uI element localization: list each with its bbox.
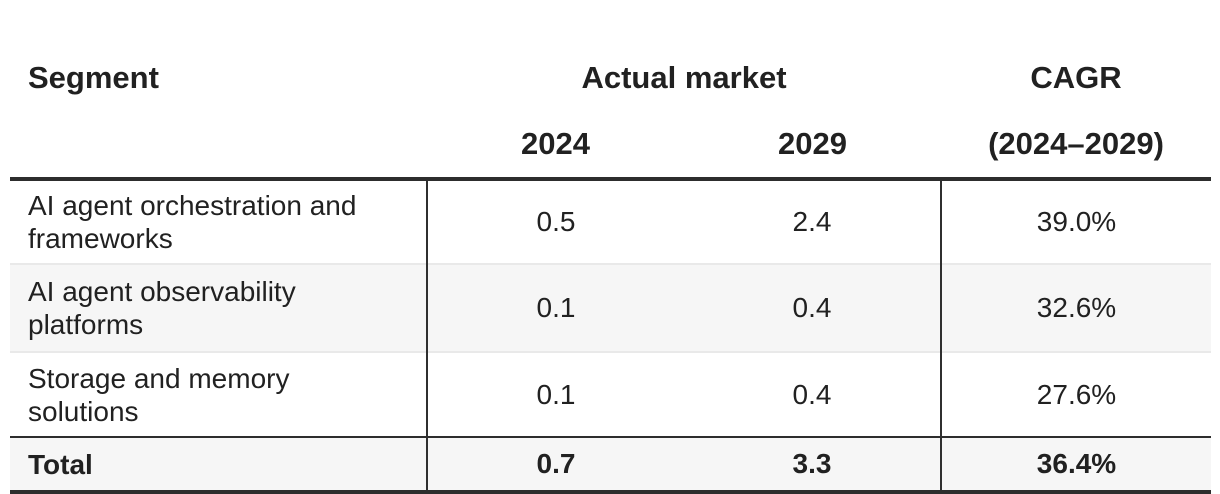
table-row: Storage and memory solutions 0.1 0.4 27.… (10, 351, 1211, 437)
value-2029-cell: 0.4 (684, 263, 941, 352)
segment-label-line2: frameworks (28, 223, 173, 254)
value-2024-cell: 0.5 (426, 179, 684, 264)
total-2029-cell: 3.3 (684, 436, 941, 493)
segment-label-line2: solutions (28, 395, 139, 427)
segment-label-line1: Storage and memory (28, 362, 290, 394)
table-row: AI agent observability platforms 0.1 0.4… (10, 263, 1211, 352)
segment-cell: AI agent observability platforms (10, 263, 427, 352)
value-2024-cell: 0.1 (426, 263, 684, 352)
table-row: AI agent orchestration and frameworks 0.… (10, 179, 1211, 264)
column-header-cagr-range: (2024–2029) (988, 125, 1164, 161)
segment-label-line1: AI agent orchestration and (28, 190, 357, 221)
table-header: Segment Actual market CAGR 2024 2029 (20… (10, 0, 1211, 179)
segment-label-line2: platforms (28, 309, 144, 340)
segment-cell: Storage and memory solutions (10, 351, 427, 437)
total-label-cell: Total (10, 436, 427, 493)
column-header-2024: 2024 (521, 125, 590, 161)
total-2024-cell: 0.7 (426, 436, 684, 493)
cagr-cell: 27.6% (940, 351, 1211, 437)
segment-label-line1: AI agent observability (28, 276, 296, 307)
cagr-cell: 32.6% (940, 263, 1211, 352)
header-year-row: 2024 2029 (2024–2029) (10, 110, 1211, 179)
header-group-row: Segment Actual market CAGR (10, 0, 1211, 110)
column-header-2029: 2029 (778, 125, 847, 161)
cagr-cell: 39.0% (940, 179, 1211, 264)
market-segments-table: Segment Actual market CAGR 2024 2029 (20… (10, 0, 1211, 494)
value-2024-cell: 0.1 (426, 351, 684, 437)
column-header-segment: Segment (28, 60, 159, 95)
column-header-actual-market: Actual market (581, 60, 787, 95)
value-2029-cell: 0.4 (684, 351, 941, 437)
column-header-cagr: CAGR (1030, 60, 1122, 95)
value-2029-cell: 2.4 (684, 179, 941, 264)
column-header-segment-spacer (10, 110, 427, 179)
segment-cell: AI agent orchestration and frameworks (10, 179, 427, 264)
total-row: Total 0.7 3.3 36.4% (10, 436, 1211, 493)
total-cagr-cell: 36.4% (940, 436, 1211, 493)
